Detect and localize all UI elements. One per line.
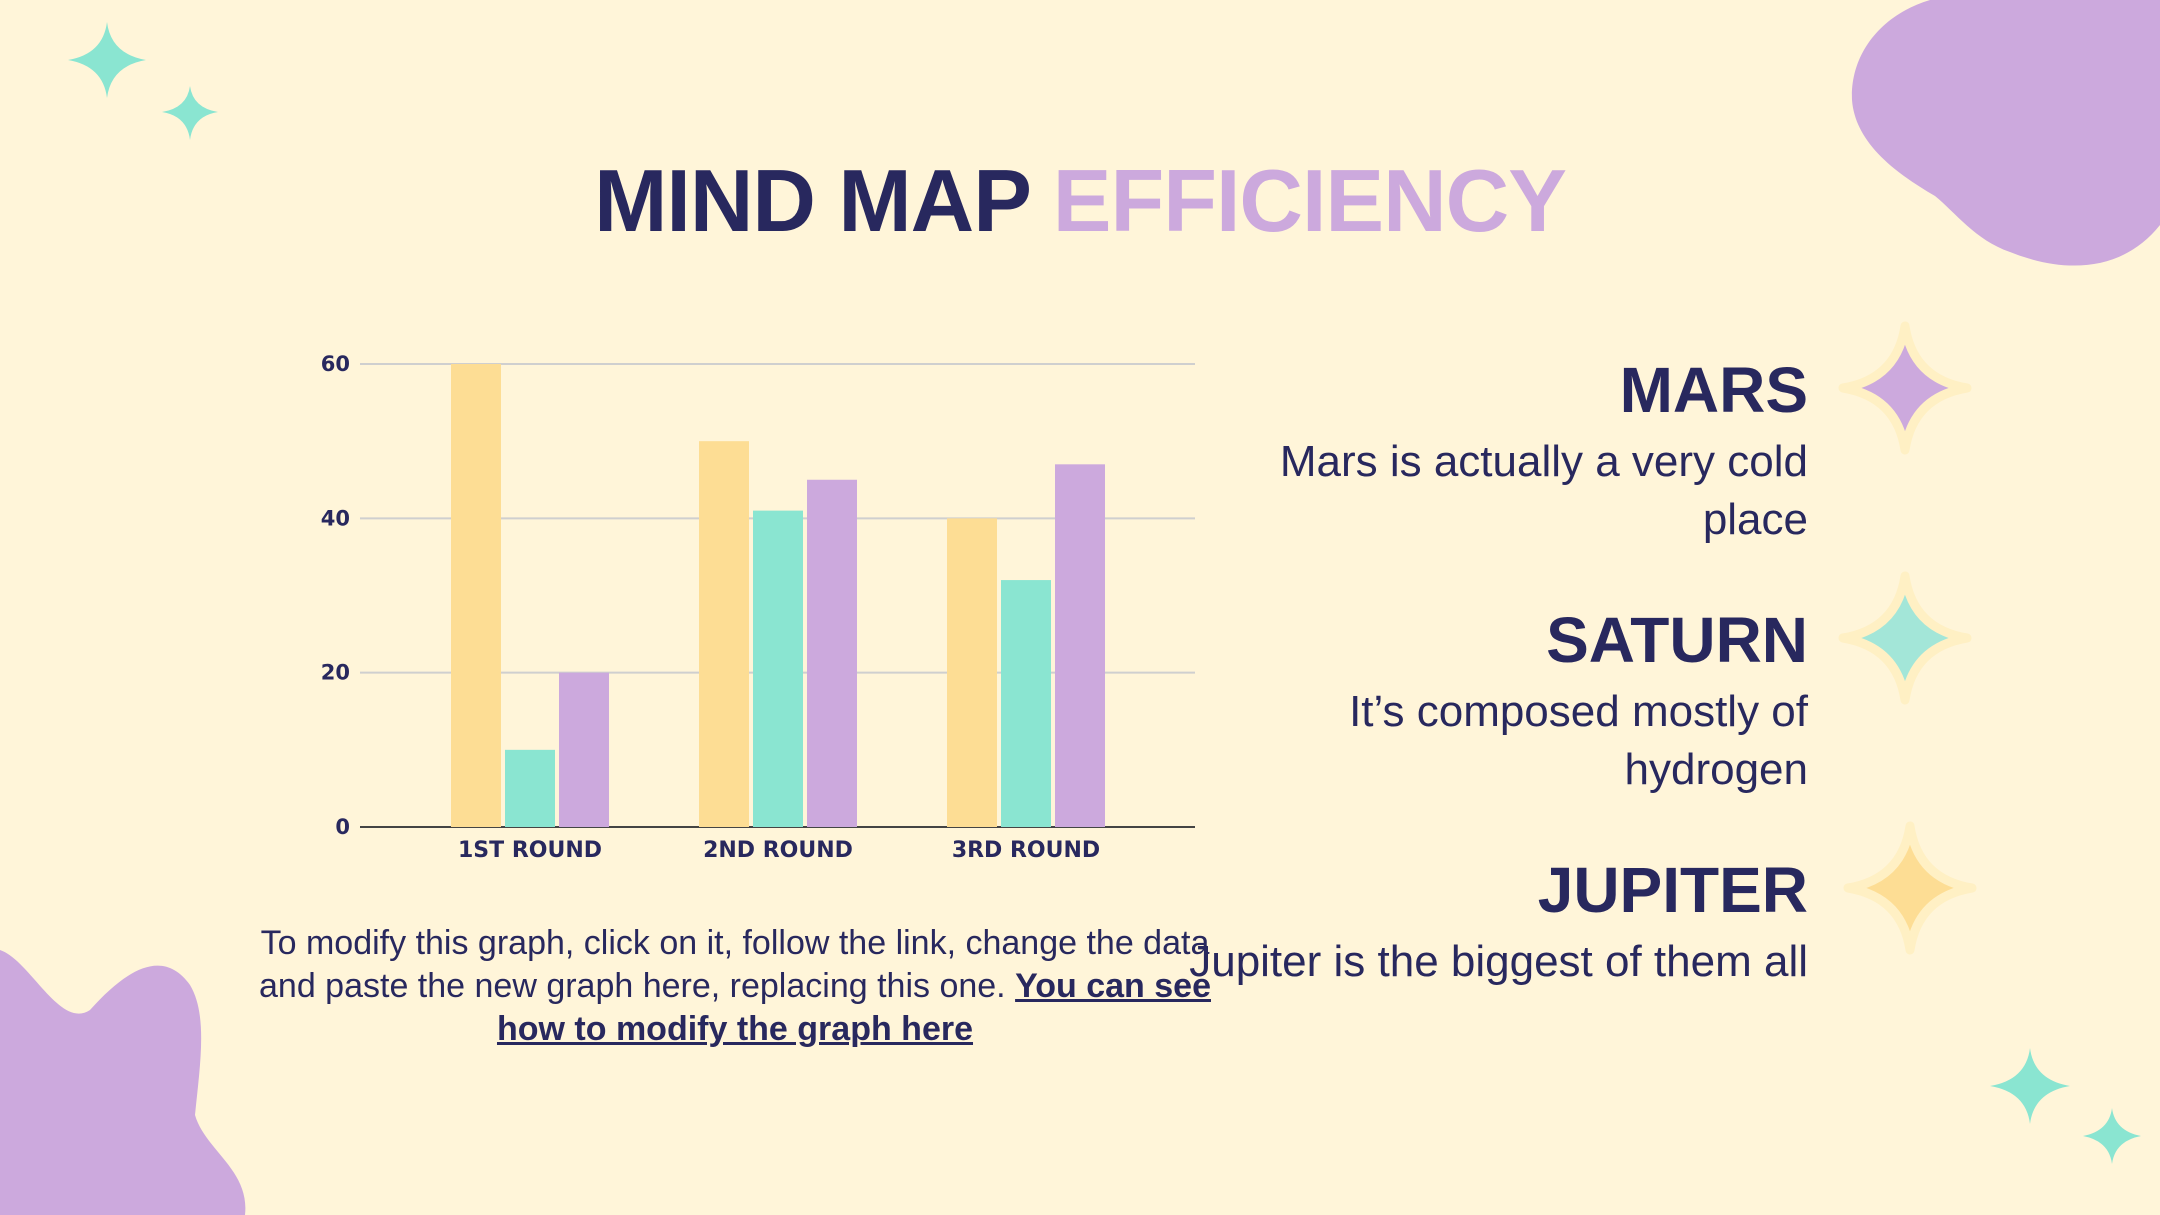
planet-title: SATURN	[1546, 604, 1808, 676]
caption-text: To modify this graph, click on it, follo…	[259, 924, 1210, 1005]
sparkle-icon	[2083, 1108, 2141, 1164]
y-tick-label: 20	[321, 661, 350, 685]
x-tick-label: 3RD ROUND	[952, 838, 1100, 863]
bar	[947, 518, 997, 827]
planet-mars: MARS Mars is actually a very cold place	[1188, 355, 1808, 549]
modify-graph-link[interactable]: You can see how to modify the graph here	[496, 967, 1211, 1048]
y-tick-label: 0	[335, 815, 350, 839]
x-tick-label: 1ST ROUND	[458, 838, 602, 863]
bottom-left-blob	[0, 950, 246, 1215]
lavender-star-icon	[1838, 321, 1972, 455]
bar	[559, 672, 609, 827]
planet-jupiter: JUPITER Jupiter is the biggest of them a…	[1188, 855, 1808, 991]
yellow-star-icon	[1843, 821, 1977, 955]
x-tick-label: 2ND ROUND	[703, 838, 853, 863]
bar	[1055, 464, 1105, 827]
chart-caption: To modify this graph, click on it, follo…	[250, 922, 1220, 1051]
planet-desc: Mars is actually a very cold place	[1279, 437, 1808, 544]
planet-title: MARS	[1619, 354, 1808, 426]
planet-desc: It’s composed mostly of hydrogen	[1349, 687, 1808, 794]
planet-desc: Jupiter is the biggest of them all	[1189, 937, 1808, 986]
bar	[753, 510, 803, 827]
bar	[1001, 580, 1051, 827]
title-part-dark: MIND MAP	[594, 151, 1030, 250]
mint-star-icon	[1838, 571, 1972, 705]
y-tick-label: 40	[321, 506, 350, 530]
planet-saturn: SATURN It’s composed mostly of hydrogen	[1188, 605, 1808, 799]
top-right-blob	[1851, 0, 2160, 266]
bar	[807, 479, 857, 827]
sparkle-icon	[1990, 1048, 2070, 1124]
y-tick-label: 60	[321, 352, 350, 376]
sparkle-icon	[68, 22, 146, 98]
bar	[451, 364, 501, 827]
sparkle-icon	[162, 86, 218, 140]
title-part-light: EFFICIENCY	[1052, 151, 1567, 250]
page-title: MIND MAP EFFICIENCY	[0, 150, 2160, 252]
planet-title: JUPITER	[1537, 854, 1808, 926]
bar	[699, 441, 749, 827]
bar	[505, 749, 555, 827]
